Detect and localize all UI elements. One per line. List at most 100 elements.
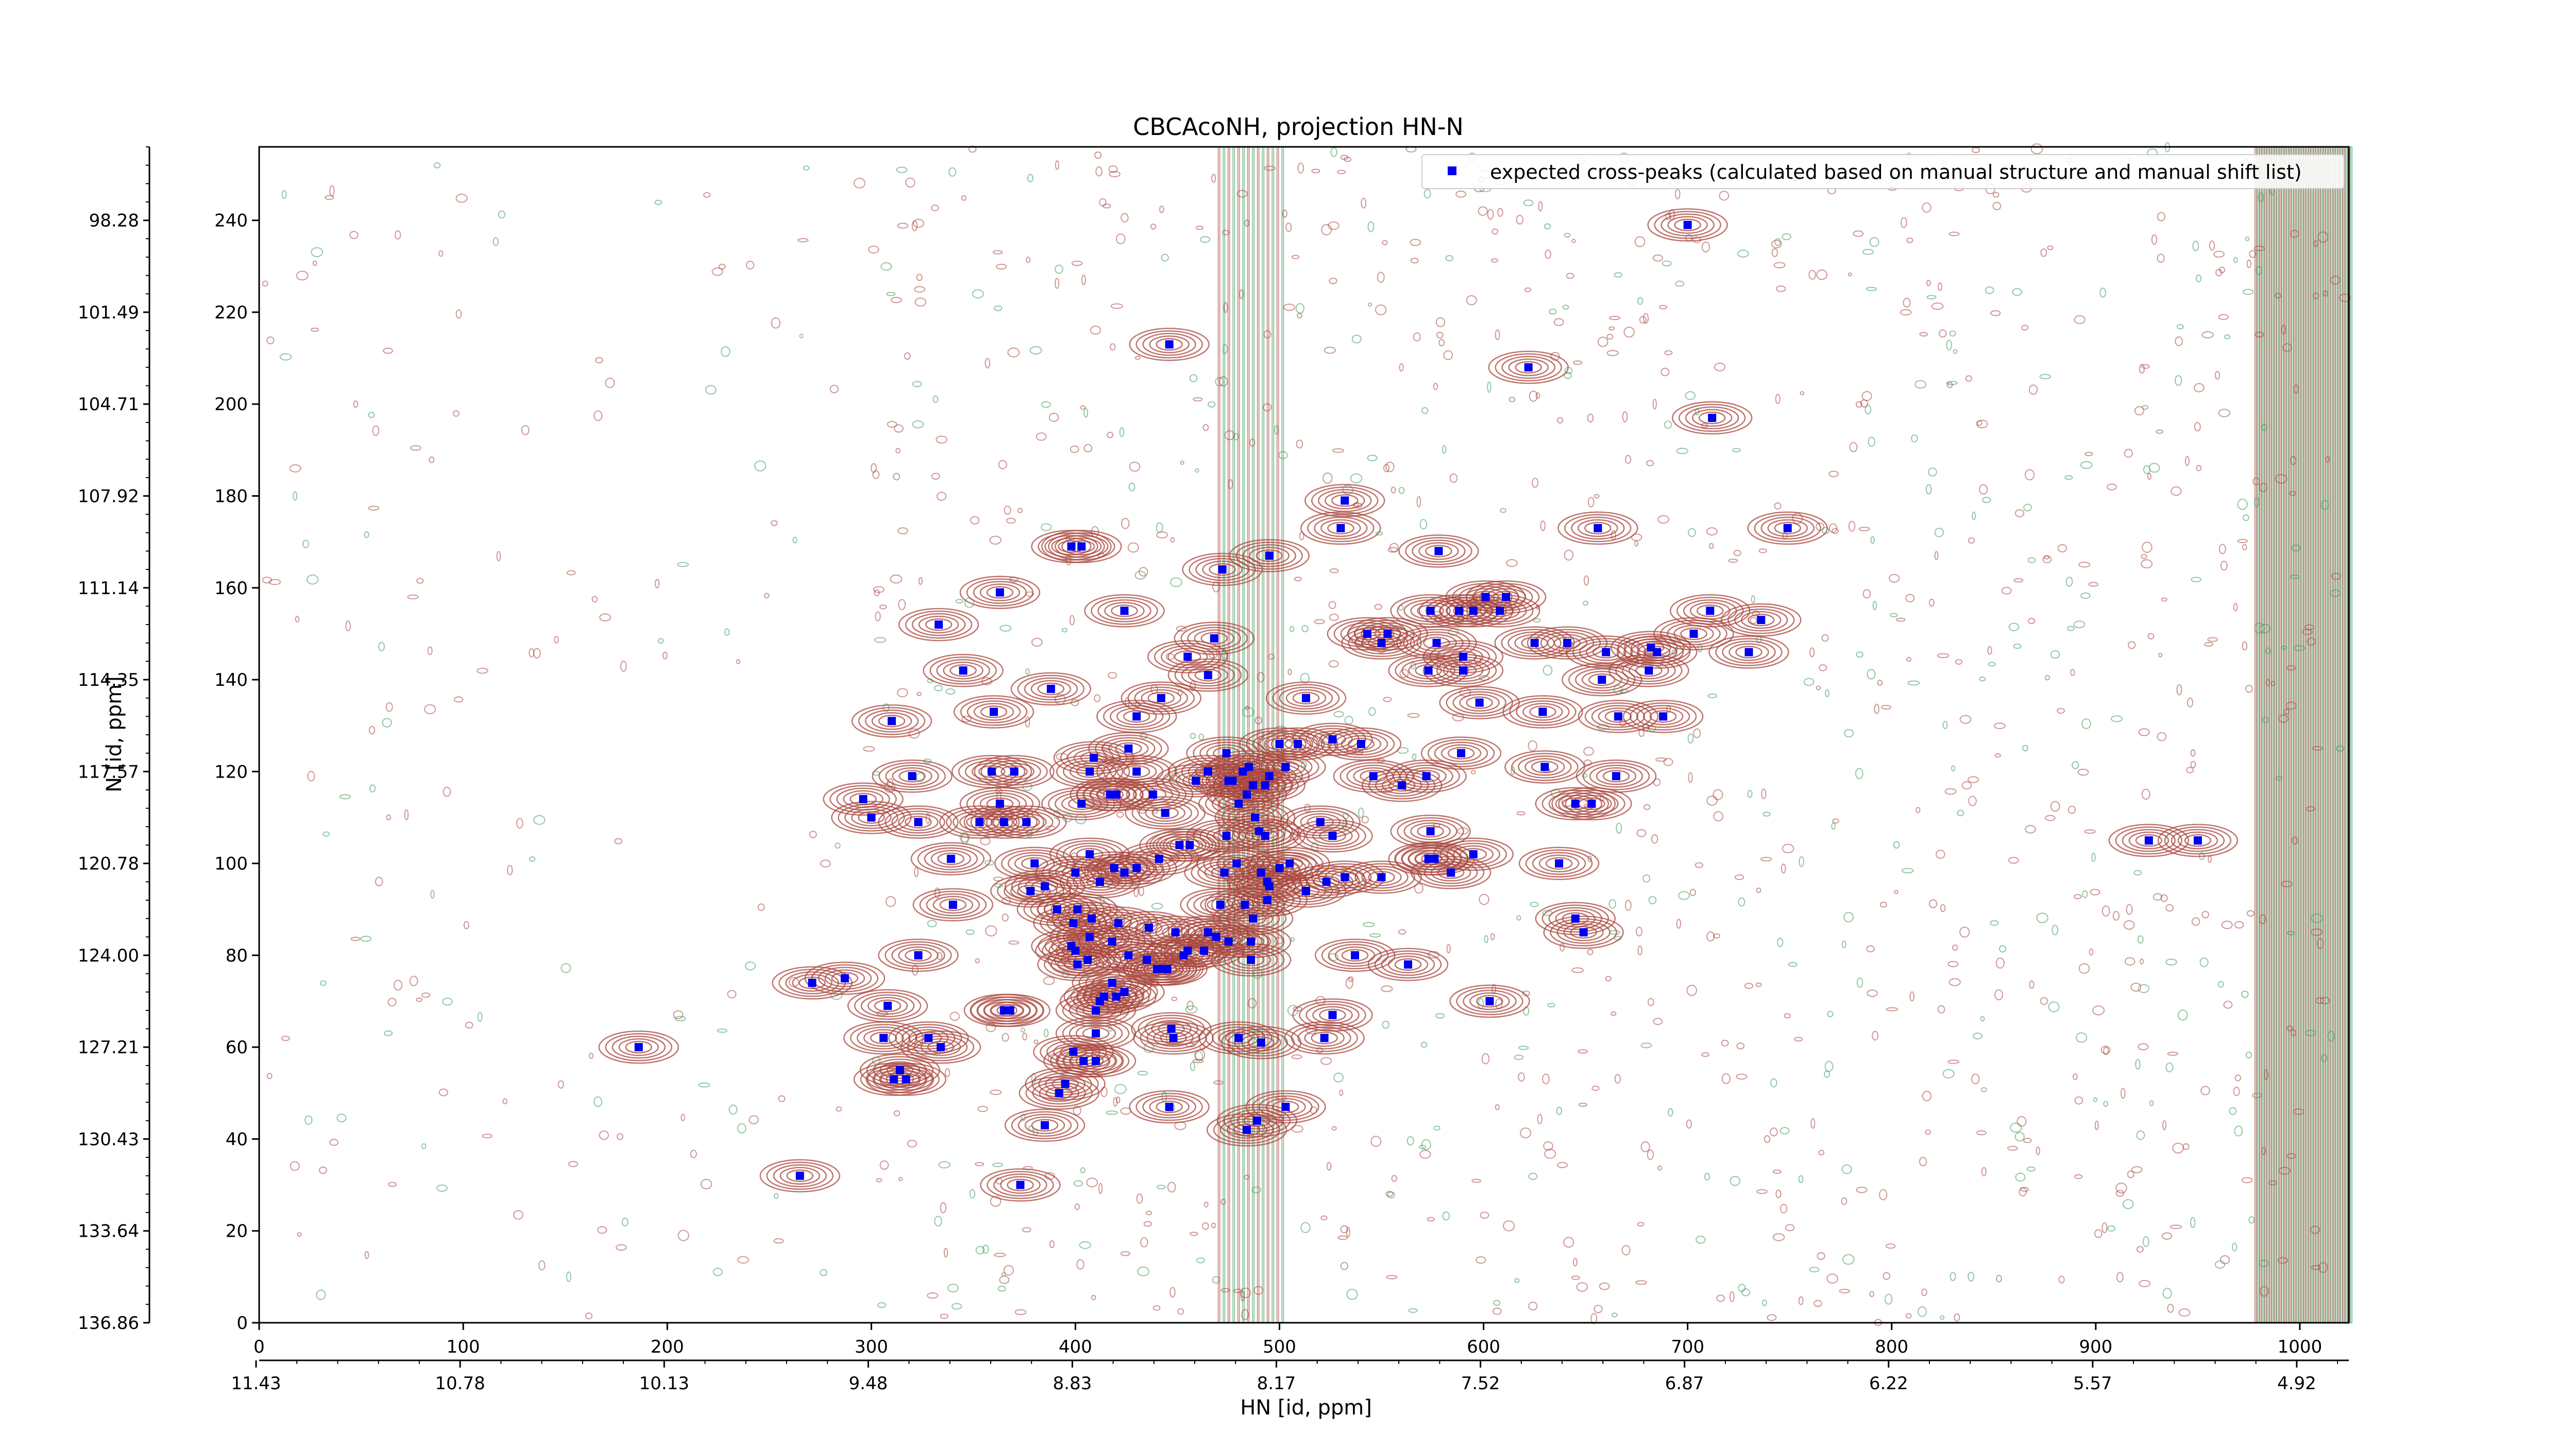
- cross-peak-marker: [1587, 799, 1596, 808]
- noise-contour: [1929, 598, 1935, 607]
- cross-peak-marker: [1706, 606, 1715, 615]
- cross-peak-marker: [914, 818, 923, 827]
- cross-peak-marker: [1555, 859, 1564, 868]
- noise-contour: [1055, 278, 1060, 289]
- noise-contour: [1375, 304, 1387, 315]
- peak-contour: [1213, 747, 1240, 760]
- peak-contour: [1091, 597, 1158, 625]
- noise-contour: [1127, 542, 1139, 553]
- peak-contour: [1017, 675, 1085, 703]
- peak-contour: [1263, 852, 1317, 875]
- noise-contour: [897, 223, 909, 229]
- noise-contour: [498, 210, 506, 218]
- noise-contour: [773, 1238, 784, 1244]
- noise-contour: [329, 1139, 339, 1146]
- noise-contour: [1883, 1272, 1891, 1280]
- noise-contour: [1755, 982, 1762, 987]
- peak-contour: [894, 1024, 962, 1052]
- cross-peak-marker: [1006, 1006, 1014, 1015]
- peak-contour: [1660, 213, 1715, 237]
- noise-contour: [1901, 217, 1907, 228]
- noise-contour: [605, 378, 615, 389]
- noise-contour: [933, 395, 939, 403]
- noise-contour: [404, 809, 409, 821]
- noise-contour: [1025, 668, 1030, 675]
- noise-contour: [2291, 1029, 2297, 1036]
- peak-contour: [1582, 670, 1622, 689]
- peak-contour: [1241, 1033, 1282, 1052]
- noise-contour: [1137, 1071, 1148, 1076]
- peak-contour: [891, 811, 945, 834]
- noise-contour: [951, 1303, 962, 1310]
- noise-contour: [2050, 650, 2060, 659]
- noise-contour: [368, 506, 380, 511]
- noise-contour: [1885, 1293, 1893, 1305]
- noise-contour: [944, 1068, 951, 1077]
- noise-contour: [2165, 904, 2174, 912]
- peak-contour: [1126, 783, 1180, 806]
- noise-contour: [1043, 976, 1055, 985]
- noise-contour: [2165, 958, 2177, 966]
- noise-contour: [1348, 976, 1354, 982]
- peak-contour: [866, 1063, 946, 1096]
- cross-peak-marker: [1234, 799, 1243, 808]
- noise-contour: [972, 289, 984, 299]
- cross-peak-marker: [1351, 951, 1360, 959]
- noise-contour: [1925, 484, 1932, 495]
- noise-contour: [1931, 302, 1944, 310]
- peak-contour: [1276, 857, 1303, 870]
- noise-contour: [2245, 685, 2253, 693]
- noise-contour: [1537, 1114, 1543, 1124]
- peak-contour: [885, 808, 952, 836]
- peak-contour: [1747, 511, 1828, 545]
- peak-contour: [1631, 638, 1671, 656]
- edge-artifact-contour: [2308, 146, 2311, 1323]
- noise-contour: [2249, 250, 2257, 258]
- cross-peak-marker: [1612, 772, 1621, 781]
- peak-contour: [993, 808, 1060, 836]
- noise-contour: [1518, 1046, 1529, 1050]
- noise-contour: [554, 636, 559, 644]
- noise-contour: [383, 347, 393, 354]
- noise-contour: [1433, 1125, 1440, 1131]
- cross-peak-marker: [1110, 864, 1118, 872]
- edge-artifact-contour: [2301, 146, 2304, 1323]
- peak-contour: [1031, 880, 1059, 893]
- peak-contour: [1136, 330, 1203, 359]
- peak-contour: [1375, 773, 1429, 797]
- peak-contour: [1045, 1087, 1073, 1100]
- noise-contour: [690, 1150, 697, 1158]
- cross-peak-marker: [2144, 836, 2153, 845]
- noise-contour: [316, 1289, 326, 1300]
- noise-contour: [1906, 656, 1912, 662]
- noise-contour: [2306, 806, 2315, 812]
- noise-contour: [1282, 209, 1287, 218]
- noise-contour: [1189, 1232, 1198, 1236]
- cross-peak-marker: [1422, 772, 1431, 781]
- cross-peak-marker: [1241, 900, 1249, 909]
- noise-contour: [717, 1028, 727, 1033]
- cross-peak-marker: [995, 588, 1004, 597]
- noise-contour: [2192, 240, 2199, 251]
- noise-contour: [1251, 1186, 1261, 1193]
- peak-contour: [1194, 629, 1234, 648]
- cross-peak-marker: [1459, 652, 1467, 661]
- noise-contour: [1937, 653, 1950, 659]
- noise-contour: [2229, 1107, 2237, 1115]
- noise-contour: [1652, 254, 1664, 262]
- noise-contour: [1361, 816, 1369, 824]
- noise-contour: [907, 1139, 918, 1148]
- peak-contour: [1556, 921, 1611, 944]
- peak-contour: [1024, 877, 1065, 896]
- noise-contour: [2139, 1279, 2151, 1287]
- cross-peak-marker: [1108, 979, 1116, 987]
- noise-contour: [2026, 1166, 2036, 1172]
- noise-contour: [339, 794, 351, 800]
- edge-artifact-contour: [2281, 146, 2284, 1323]
- cross-peak-marker: [1377, 873, 1386, 882]
- peak-contour: [2122, 829, 2176, 852]
- noise-contour: [1524, 287, 1532, 293]
- noise-contour: [1999, 945, 2006, 953]
- noise-contour: [1968, 1271, 1975, 1282]
- noise-contour: [2177, 324, 2184, 330]
